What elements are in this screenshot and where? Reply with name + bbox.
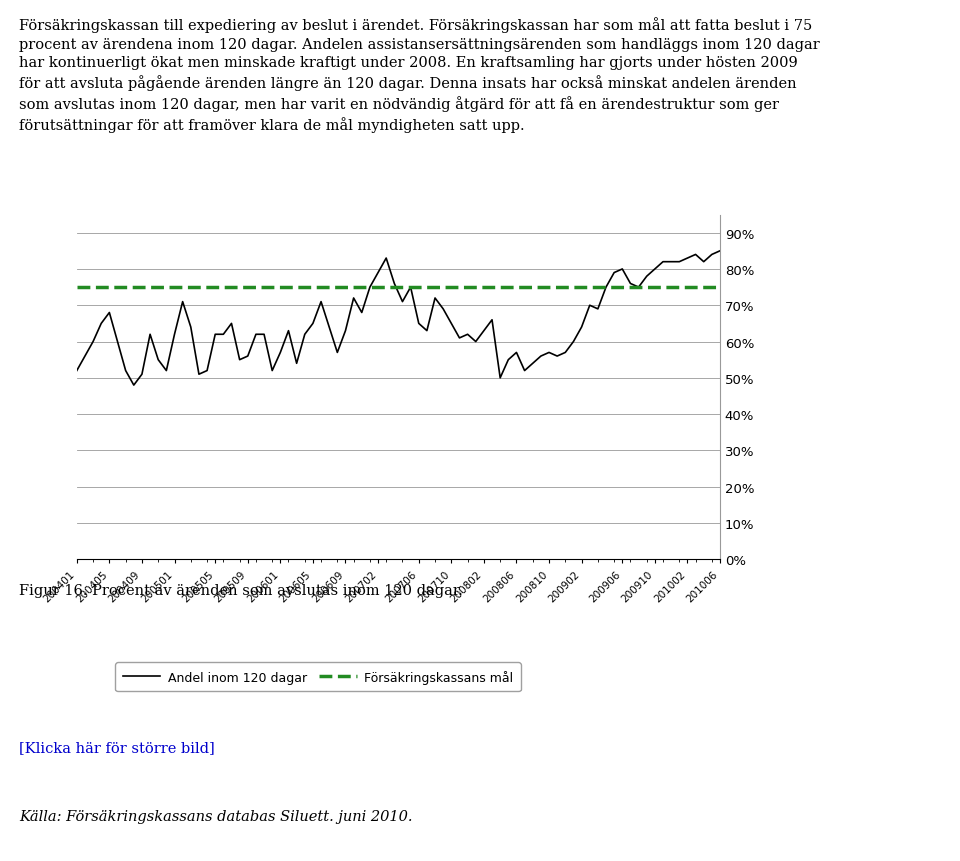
Text: Källa: Försäkringskassans databas Siluett. juni 2010.: Källa: Försäkringskassans databas Siluet… [19, 809, 413, 823]
Text: [Klicka här för större bild]: [Klicka här för större bild] [19, 740, 215, 754]
Andel inom 120 dagar [714, 246, 726, 257]
Andel inom 120 dagar [649, 264, 660, 275]
Andel inom 120 dagar [470, 337, 482, 347]
Andel inom 120 dagar [128, 381, 139, 391]
Andel inom 120 dagar [494, 373, 506, 383]
Legend: Andel inom 120 dagar, Försäkringskassans mål: Andel inom 120 dagar, Försäkringskassans… [115, 662, 521, 691]
Försäkringskassans mål [79, 282, 90, 293]
Text: Försäkringskassan till expediering av beslut i ärendet. Försäkringskassan har so: Försäkringskassan till expediering av be… [19, 17, 820, 133]
Andel inom 120 dagar [462, 330, 473, 340]
Andel inom 120 dagar [518, 366, 530, 376]
Line: Andel inom 120 dagar: Andel inom 120 dagar [77, 251, 720, 386]
Andel inom 120 dagar [364, 282, 375, 293]
Försäkringskassans mål [71, 282, 83, 293]
Andel inom 120 dagar [71, 366, 83, 376]
Text: Figur 16. Procent av ärenden som avslutas inom 120 dagar.: Figur 16. Procent av ärenden som avsluta… [19, 583, 463, 597]
